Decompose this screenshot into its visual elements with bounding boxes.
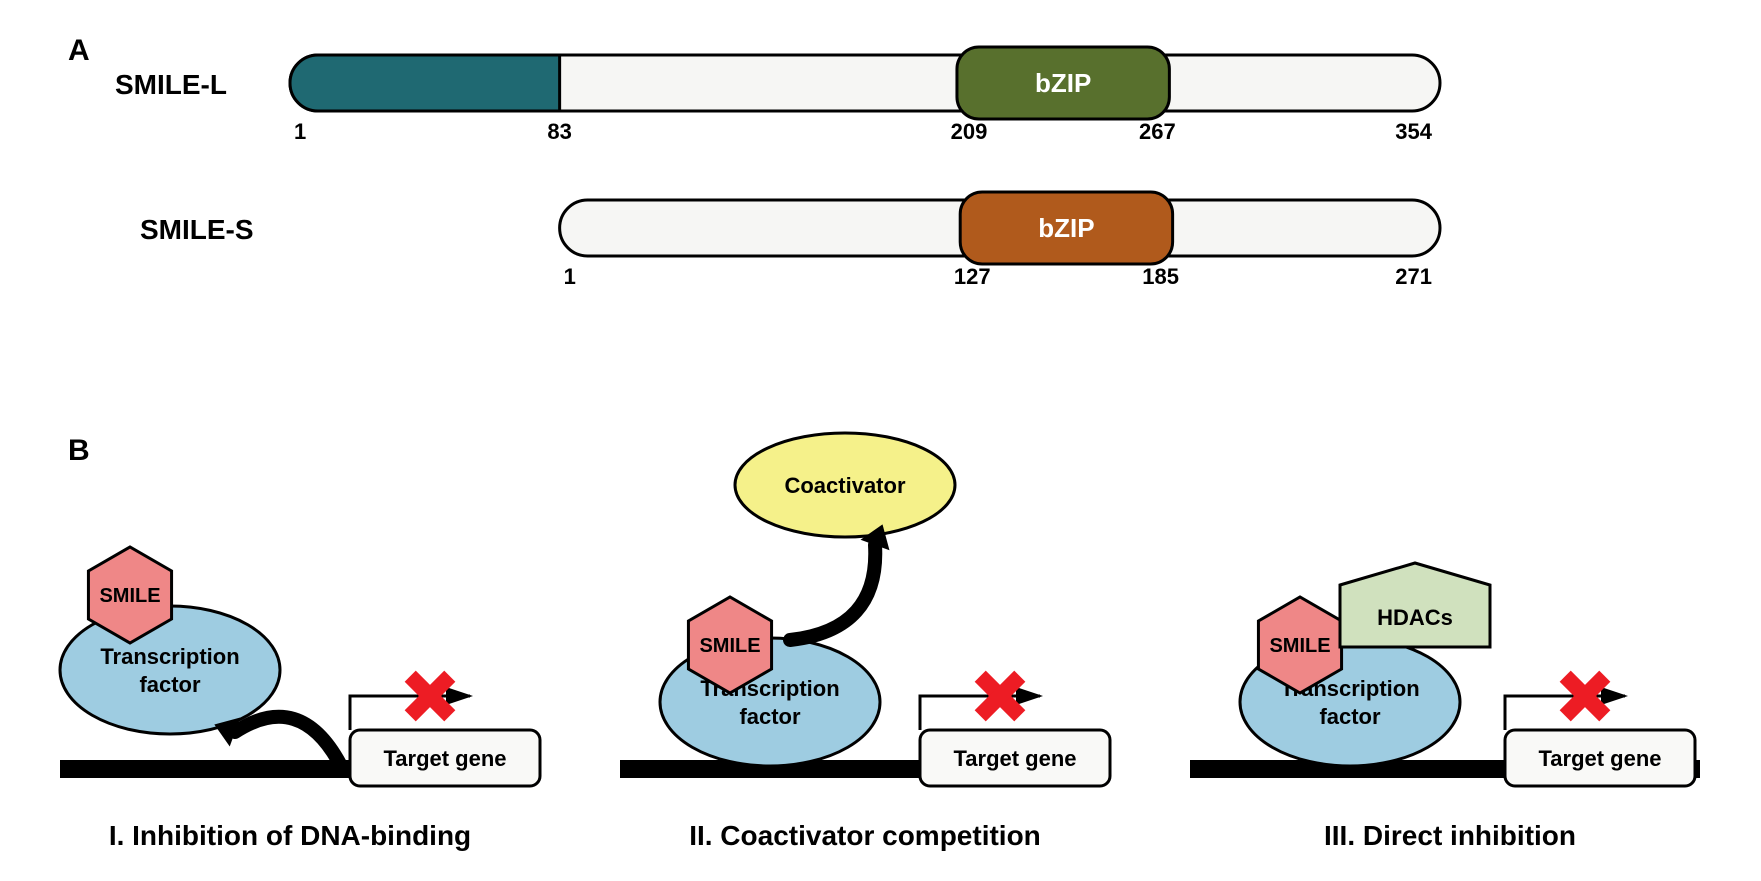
smile-s-label: SMILE-S <box>140 214 254 245</box>
smile-l-tick: 354 <box>1395 119 1432 144</box>
mech2-label: II. Coactivator competition <box>689 820 1041 851</box>
target-gene-label: Target gene <box>383 746 506 771</box>
panel-a-letter: A <box>68 34 90 67</box>
smile-label: SMILE <box>1269 635 1330 657</box>
tf-label-2: factor <box>739 704 801 729</box>
smile-label: SMILE <box>99 585 160 607</box>
target-gene-label: Target gene <box>953 746 1076 771</box>
smile-s-tick: 271 <box>1395 264 1432 289</box>
smile-s-tick: 1 <box>564 264 576 289</box>
smile-l-bzip-label: bZIP <box>1035 68 1091 98</box>
smile-label: SMILE <box>699 635 760 657</box>
mechanism-2: TranscriptionfactorSMILECoactivatorTarge… <box>620 433 1110 851</box>
smile-l-tick: 83 <box>547 119 571 144</box>
smile-l-tick: 209 <box>951 119 988 144</box>
mechanism-1: Transcription factor SMILE Target gene I. In… <box>60 547 540 851</box>
tf-label-2: factor <box>1319 704 1381 729</box>
target-gene-label: Target gene <box>1538 746 1661 771</box>
mech1-label: I. Inhibition of DNA-binding <box>109 820 471 851</box>
panel-b-letter: B <box>68 434 90 467</box>
hdacs-label: HDACs <box>1377 605 1453 630</box>
smile-s-tick: 185 <box>1142 264 1179 289</box>
smile-l-nterm <box>290 55 560 111</box>
smile-l-tick: 267 <box>1139 119 1176 144</box>
tf-label-1: Transcription <box>100 644 239 669</box>
smile-l-tick: 1 <box>294 119 306 144</box>
eject-arrow <box>790 524 889 640</box>
mech3-label: III. Direct inhibition <box>1324 820 1576 851</box>
detach-arrow <box>214 717 340 764</box>
coactivator-label: Coactivator <box>784 473 905 498</box>
mechanism-3: TranscriptionfactorSMILEHDACsTarget gene… <box>1190 563 1700 851</box>
smile-s-tick: 127 <box>954 264 991 289</box>
smile-s-bzip-label: bZIP <box>1038 213 1094 243</box>
smile-l-label: SMILE-L <box>115 69 227 100</box>
tf-label-2: factor <box>139 672 201 697</box>
transcription-factor <box>60 606 280 734</box>
